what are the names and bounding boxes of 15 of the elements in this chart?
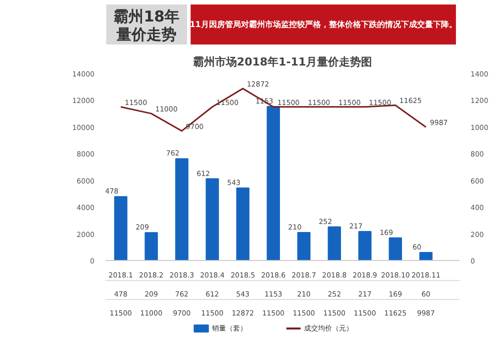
bar bbox=[236, 187, 250, 260]
bar bbox=[266, 106, 280, 260]
bar bbox=[328, 226, 341, 260]
text: 11月因房管局对霸州市场监控较严格，整体价格下跌的情况下成交量下降。 bbox=[190, 19, 457, 29]
bar bbox=[206, 178, 219, 260]
bar bbox=[144, 232, 158, 260]
text: 霸州18年量价走势 bbox=[114, 8, 180, 44]
chart-title: 霸州市场2018年1-11月量价走势图 bbox=[192, 56, 372, 68]
bar bbox=[297, 232, 310, 260]
bar bbox=[358, 231, 372, 260]
bar bbox=[419, 252, 433, 260]
bar bbox=[114, 196, 128, 260]
line-series bbox=[120, 88, 427, 132]
bar bbox=[175, 158, 188, 260]
bar bbox=[388, 237, 402, 260]
